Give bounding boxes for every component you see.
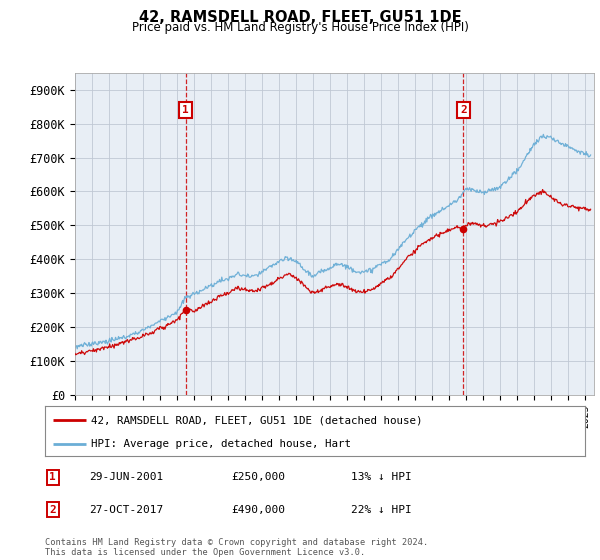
Text: 22% ↓ HPI: 22% ↓ HPI <box>351 505 412 515</box>
Text: 2: 2 <box>460 105 467 115</box>
Text: 2: 2 <box>49 505 56 515</box>
Text: 13% ↓ HPI: 13% ↓ HPI <box>351 472 412 482</box>
Text: Price paid vs. HM Land Registry's House Price Index (HPI): Price paid vs. HM Land Registry's House … <box>131 21 469 34</box>
Text: 42, RAMSDELL ROAD, FLEET, GU51 1DE: 42, RAMSDELL ROAD, FLEET, GU51 1DE <box>139 10 461 25</box>
Text: £490,000: £490,000 <box>231 505 285 515</box>
Text: 1: 1 <box>182 105 189 115</box>
Text: Contains HM Land Registry data © Crown copyright and database right 2024.
This d: Contains HM Land Registry data © Crown c… <box>45 538 428 557</box>
Text: 29-JUN-2001: 29-JUN-2001 <box>89 472 163 482</box>
Text: 1: 1 <box>49 472 56 482</box>
Text: HPI: Average price, detached house, Hart: HPI: Average price, detached house, Hart <box>91 439 351 449</box>
Text: £250,000: £250,000 <box>231 472 285 482</box>
Text: 27-OCT-2017: 27-OCT-2017 <box>89 505 163 515</box>
Text: 42, RAMSDELL ROAD, FLEET, GU51 1DE (detached house): 42, RAMSDELL ROAD, FLEET, GU51 1DE (deta… <box>91 415 422 425</box>
